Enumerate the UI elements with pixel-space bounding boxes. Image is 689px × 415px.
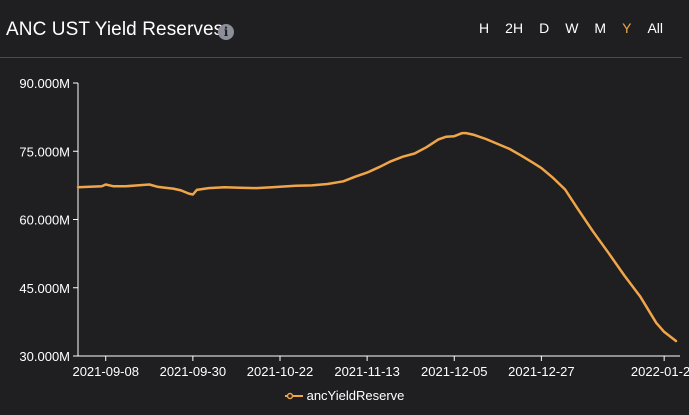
chart-legend[interactable]: ancYieldReserve — [0, 388, 689, 403]
line-chart: 30.000M 45.000M 60.000M 75.000M 90.000M 2021-… — [19, 76, 689, 379]
range-button-all[interactable]: All — [639, 19, 671, 37]
chart-title: ANC UST Yield Reserves — [6, 19, 224, 40]
range-button-y[interactable]: Y — [614, 19, 639, 37]
series-line-ancYieldReserve — [76, 131, 678, 343]
x-tick-label: 2021-09-08 — [72, 364, 139, 379]
range-button-m[interactable]: M — [586, 19, 614, 37]
legend-label: ancYieldReserve — [306, 388, 405, 403]
header-divider — [0, 57, 682, 58]
y-tick-label: 90.000M — [19, 76, 70, 91]
range-button-2h[interactable]: 2H — [497, 19, 531, 37]
x-tick-label: 2021-12-27 — [508, 364, 575, 379]
range-button-d[interactable]: D — [531, 19, 557, 37]
y-tick-label: 60.000M — [19, 213, 70, 228]
range-button-w[interactable]: W — [557, 19, 586, 37]
x-tick-label: 2021-09-30 — [160, 364, 227, 379]
x-tick-label: 2021-12-05 — [421, 364, 488, 379]
legend-line-marker-icon — [284, 392, 303, 399]
x-tick-label: 2021-11-13 — [334, 364, 400, 379]
x-tick-label: 2022-01-27 — [631, 364, 689, 379]
y-tick-label: 30.000M — [19, 349, 70, 364]
x-tick-label: 2021-10-22 — [247, 364, 314, 379]
time-range-selector: H 2H D W M Y All — [471, 19, 671, 37]
range-button-h[interactable]: H — [471, 19, 497, 37]
y-tick-label: 75.000M — [19, 144, 70, 159]
y-tick-label: 45.000M — [19, 281, 70, 296]
info-icon[interactable]: i — [218, 24, 234, 40]
chart-header: ANC UST Yield Reserves i H 2H D W M Y All — [0, 0, 689, 56]
